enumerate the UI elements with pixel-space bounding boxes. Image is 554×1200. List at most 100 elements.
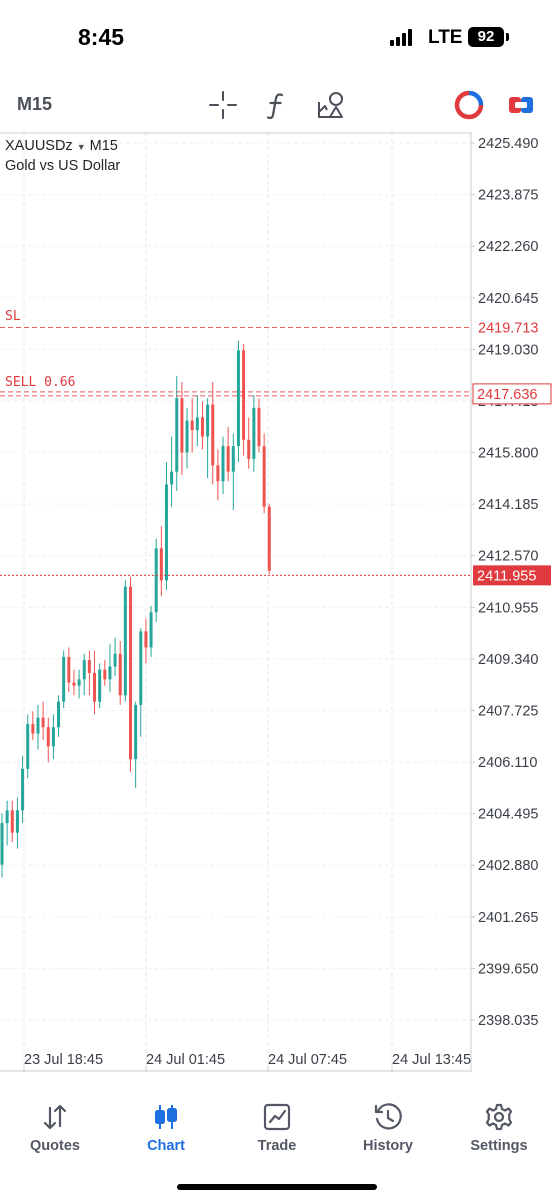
candle-bear	[247, 439, 251, 459]
candle-bear	[190, 420, 194, 431]
tab-label-settings: Settings	[470, 1138, 528, 1154]
tab-settings[interactable]: Settings	[444, 1092, 554, 1164]
status-bar: 8:45 LTE 92	[0, 0, 554, 78]
indicators-icon[interactable]	[260, 88, 294, 122]
candle-bear	[10, 810, 14, 833]
tab-quotes[interactable]: Quotes	[0, 1092, 110, 1164]
candle-bull	[36, 717, 40, 734]
candle-bull	[21, 768, 25, 811]
candle-bull	[77, 679, 81, 686]
candle-bull	[139, 631, 143, 705]
candle-bull	[123, 586, 127, 696]
price-axis-label: 2399.650	[478, 961, 538, 977]
candle-bull	[62, 656, 66, 702]
candle-bull	[206, 404, 210, 437]
time-axis-label: 24 Jul 07:45	[268, 1052, 347, 1068]
price-chart[interactable]: 2425.490 2423.875 2422.260 2420.645 2419.030…	[0, 132, 554, 1072]
price-axis-label: 2406.110	[478, 755, 537, 771]
symbol-header: XAUUSDz ▼ M15	[5, 138, 118, 154]
price-axis-label: 2423.875	[478, 188, 538, 204]
quotes-arrows-icon	[43, 1104, 67, 1130]
order-price-label: 2417.636	[477, 387, 537, 403]
symbol-timeframe: M15	[89, 138, 118, 154]
trade-button-icon[interactable]	[504, 88, 538, 122]
price-axis-label: 2410.955	[478, 600, 538, 616]
candle-bear	[226, 446, 230, 472]
chart-toolbar: M15	[0, 78, 554, 132]
price-axis-label: 2422.260	[478, 239, 538, 255]
candle-bear	[67, 656, 71, 683]
candle-bear	[31, 724, 35, 734]
settings-gear-icon	[485, 1103, 513, 1131]
tab-history[interactable]: History	[333, 1092, 443, 1164]
price-axis-label: 2407.725	[478, 703, 538, 719]
candle-bull	[57, 701, 61, 728]
candle-bear	[46, 727, 50, 747]
symbol-dropdown-icon[interactable]: ▼	[76, 142, 86, 152]
candle-bear	[159, 548, 163, 581]
tab-chart[interactable]: Chart	[111, 1092, 221, 1164]
candle-bear	[267, 506, 271, 571]
trade-chart-icon	[263, 1103, 291, 1131]
candle-bull	[26, 724, 30, 769]
candle-bull	[5, 810, 9, 824]
timeframe-button[interactable]: M15	[17, 94, 53, 114]
tab-label-history: History	[363, 1138, 413, 1154]
price-axis-label: 2420.645	[478, 291, 538, 307]
candle-bull	[164, 484, 168, 581]
candle-bull	[231, 446, 235, 472]
price-axis-label: 2409.340	[478, 652, 538, 668]
candle-bull	[51, 727, 55, 747]
chart-candles-icon	[155, 1105, 177, 1129]
order-label: SELL 0.66	[5, 375, 76, 390]
current-price-box	[473, 565, 551, 586]
objects-icon[interactable]	[314, 88, 348, 122]
battery-icon: 92	[468, 27, 504, 47]
candle-bear	[72, 682, 76, 686]
price-axis-label: 2412.570	[478, 549, 538, 565]
candle-bear	[257, 407, 261, 447]
candle-bull	[252, 407, 256, 459]
price-axis-label: 2425.490	[478, 136, 538, 152]
candle-bear	[103, 669, 107, 680]
candle-bull	[149, 612, 153, 648]
candle-bear	[93, 672, 97, 702]
price-axis-label: 2398.035	[478, 1013, 538, 1029]
candle-bear	[129, 586, 132, 760]
time-axis-label: 24 Jul 13:45	[392, 1052, 471, 1068]
candle-bull	[175, 398, 179, 472]
tab-trade[interactable]: Trade	[222, 1092, 332, 1164]
tab-label-trade: Trade	[257, 1138, 297, 1154]
price-axis-label: 2419.030	[478, 342, 538, 358]
candle-bull	[170, 471, 174, 485]
candle-bear	[118, 653, 122, 696]
candle-bear	[262, 446, 266, 507]
candle-bear	[144, 631, 148, 648]
candle-bear	[242, 350, 246, 440]
time-axis-label: 23 Jul 18:45	[24, 1052, 103, 1068]
price-axis-label: 2404.495	[478, 807, 538, 823]
candle-bull	[195, 417, 199, 431]
candle-bull	[82, 660, 86, 680]
candle-bull	[0, 823, 4, 865]
sl-label: SL	[5, 309, 21, 324]
candle-bull	[221, 446, 225, 482]
candle-bear	[216, 465, 220, 482]
candle-bull	[236, 350, 240, 447]
chart-area[interactable]: 2425.490 2423.875 2422.260 2420.645 2419.030…	[0, 132, 554, 1072]
history-clock-icon	[374, 1103, 402, 1130]
crosshair-icon[interactable]	[206, 88, 240, 122]
one-click-trading-icon[interactable]	[452, 88, 486, 122]
sl-price-label: 2419.713	[478, 321, 538, 337]
order-price-box	[472, 383, 552, 405]
home-indicator	[177, 1184, 377, 1190]
price-axis-label: 2414.185	[478, 497, 538, 513]
candle-bull	[185, 420, 189, 453]
candle-bear	[87, 660, 91, 673]
candle-bear	[41, 717, 45, 728]
candle-bear	[200, 417, 204, 437]
candle-bull	[108, 666, 112, 680]
cellular-signal-icon	[390, 28, 416, 46]
price-axis-label: 2401.265	[478, 910, 538, 926]
price-axis-label: 2402.880	[478, 858, 538, 874]
